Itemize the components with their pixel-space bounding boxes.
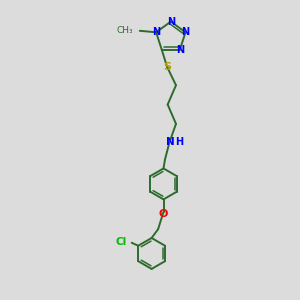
Text: N: N bbox=[166, 137, 174, 147]
Text: N: N bbox=[176, 45, 184, 55]
Text: N: N bbox=[167, 16, 175, 27]
Text: N: N bbox=[182, 27, 190, 37]
Text: Cl: Cl bbox=[115, 237, 126, 247]
Text: H: H bbox=[175, 137, 183, 147]
Text: S: S bbox=[163, 62, 171, 72]
Text: N: N bbox=[152, 27, 160, 37]
Text: O: O bbox=[159, 209, 168, 219]
Text: CH₃: CH₃ bbox=[117, 26, 133, 35]
